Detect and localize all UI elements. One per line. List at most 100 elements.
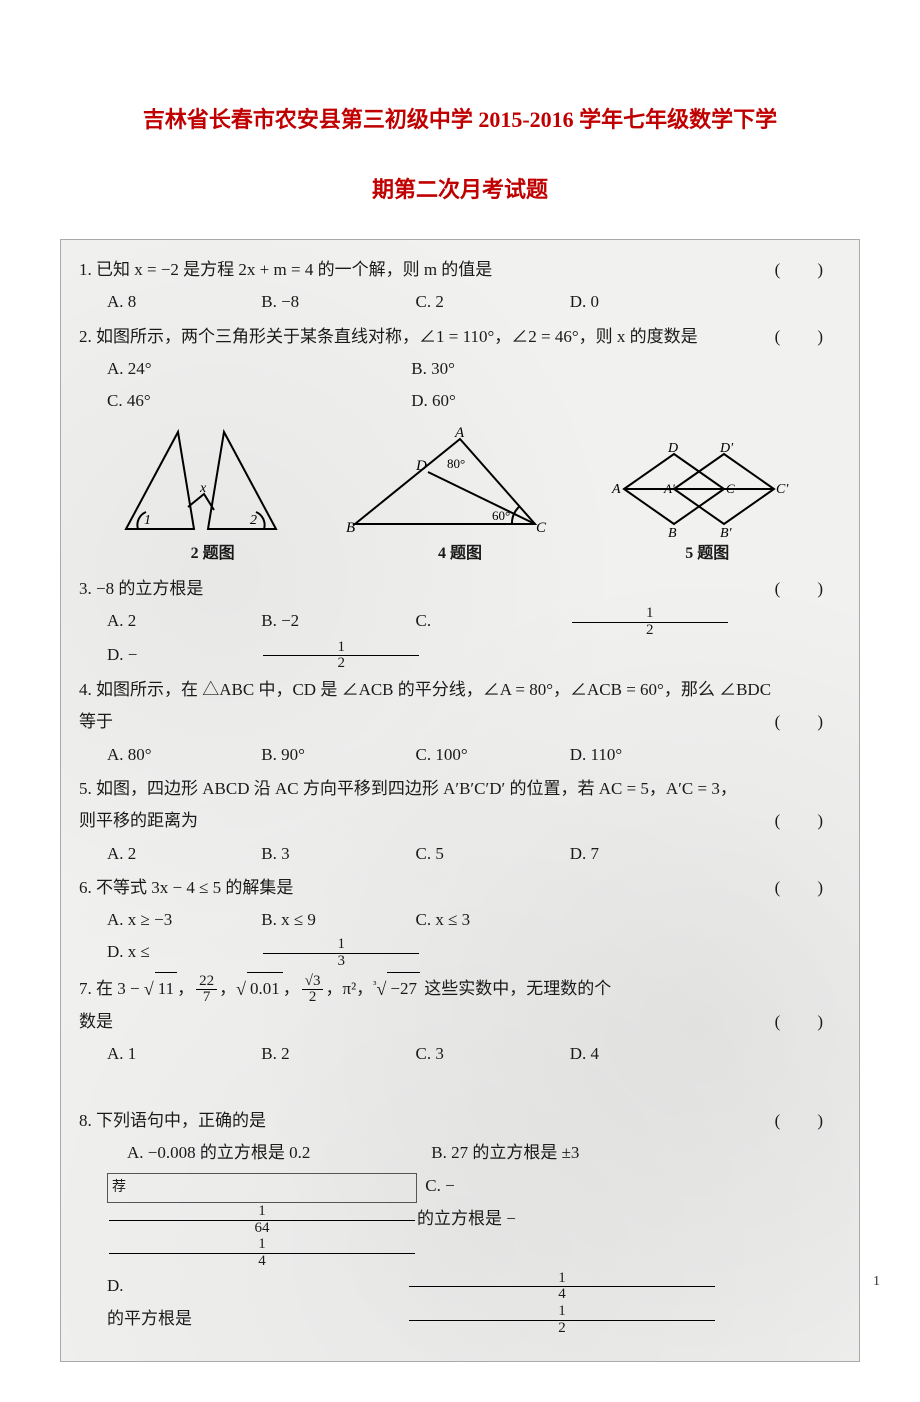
q8-opt-b: B. 27 的立方根是 ±3 bbox=[431, 1137, 731, 1169]
q7-opt-a: A. 1 bbox=[107, 1038, 257, 1070]
q8-d-pre: D. bbox=[107, 1270, 407, 1302]
q6-opt-a: A. x ≥ −3 bbox=[107, 904, 257, 936]
q2-opt-b: B. 30° bbox=[411, 353, 711, 385]
page: 吉林省长春市农安县第三初级中学 2015-2016 学年七年级数学下学 期第二次… bbox=[0, 0, 920, 1402]
svg-text:B: B bbox=[668, 526, 677, 539]
q7-rad27: −27 bbox=[387, 972, 420, 1005]
doc-title-1: 吉林省长春市农安县第三初级中学 2015-2016 学年七年级数学下学 bbox=[60, 100, 860, 140]
figure-q5: A A′ B B′ C C′ D D′ bbox=[604, 439, 804, 539]
q3-c-num: 1 bbox=[572, 606, 728, 623]
q2-opt-d: D. 60° bbox=[411, 385, 711, 417]
q7-post: 这些实数中，无理数的个 bbox=[420, 979, 611, 998]
q5-opt-d: D. 7 bbox=[570, 838, 720, 870]
q3-paren: ( ) bbox=[775, 573, 833, 605]
q3-opt-c: C. 12 bbox=[416, 605, 730, 638]
question-1: 1. 已知 x = −2 是方程 2x + m = 4 的一个解，则 m 的值是… bbox=[79, 254, 841, 319]
q1-opt-b: B. −8 bbox=[261, 286, 411, 318]
q5-stem: 5. 如图，四边形 ABCD 沿 AC 方向平移到四边形 A′B′C′D′ 的位… bbox=[79, 779, 737, 798]
question-4: 4. 如图所示，在 △ABC 中，CD 是 ∠ACB 的平分线，∠A = 80°… bbox=[79, 674, 841, 771]
q8-c-mid: 的立方根是 − bbox=[417, 1203, 717, 1235]
svg-text:x: x bbox=[199, 481, 207, 496]
q8-c-box: 荐 bbox=[107, 1173, 417, 1204]
q6-d-den: 3 bbox=[263, 954, 419, 970]
q7-c4: ，π²， bbox=[325, 979, 373, 998]
q2-opt-c: C. 46° bbox=[107, 385, 407, 417]
q7-opt-b: B. 2 bbox=[261, 1038, 411, 1070]
svg-text:B′: B′ bbox=[720, 526, 733, 539]
q1-stem: 1. 已知 x = −2 是方程 2x + m = 4 的一个解，则 m 的值是 bbox=[79, 260, 492, 279]
q7-c1: ， bbox=[177, 979, 194, 998]
fig5-label: 5 题图 bbox=[627, 539, 787, 569]
q8-d-mid: 的平方根是 bbox=[107, 1303, 407, 1335]
svg-text:D: D bbox=[667, 441, 678, 456]
doc-title-2: 期第二次月考试题 bbox=[60, 170, 860, 210]
svg-text:C: C bbox=[536, 520, 547, 536]
q8-opt-d: D. 14 的平方根是 12 bbox=[107, 1270, 841, 1337]
q4-paren: ( ) bbox=[775, 706, 833, 738]
q3-c-den: 2 bbox=[572, 623, 728, 639]
q2-paren: ( ) bbox=[775, 321, 833, 353]
q6-opt-c: C. x ≤ 3 bbox=[416, 904, 566, 936]
fig4-label: 4 题图 bbox=[380, 539, 540, 569]
q3-d-pre: D. − bbox=[107, 639, 257, 671]
q8-d1d: 4 bbox=[409, 1287, 715, 1303]
q8-c2d: 4 bbox=[109, 1254, 415, 1270]
q5-opt-c: C. 5 bbox=[416, 838, 566, 870]
svg-text:B: B bbox=[346, 520, 355, 536]
q8-d1n: 1 bbox=[409, 1271, 715, 1288]
q7-opt-c: C. 3 bbox=[416, 1038, 566, 1070]
q7-rad11: 11 bbox=[155, 972, 177, 1005]
page-number: 1 bbox=[873, 1274, 880, 1290]
q4-stem: 4. 如图所示，在 △ABC 中，CD 是 ∠ACB 的平分线，∠A = 80°… bbox=[79, 680, 771, 699]
q7-c2: ， bbox=[219, 979, 236, 998]
q7-rad001: 0.01 bbox=[247, 972, 283, 1005]
figure-labels: 2 题图 4 题图 5 题图 bbox=[79, 539, 841, 573]
q8-c1d: 64 bbox=[109, 1221, 415, 1237]
figures-row: 1 2 x A B C D 80° 60° bbox=[79, 420, 841, 539]
svg-text:60°: 60° bbox=[492, 508, 510, 523]
q1-opt-d: D. 0 bbox=[570, 286, 720, 318]
q8-opt-c: 荐 C. −164 的立方根是 −14 bbox=[107, 1170, 841, 1270]
q8-c1n: 1 bbox=[109, 1204, 415, 1221]
q3-opt-d: D. − 12 bbox=[107, 639, 421, 672]
q5-opt-a: A. 2 bbox=[107, 838, 257, 870]
q3-c-pre: C. bbox=[416, 605, 566, 637]
svg-text:D: D bbox=[415, 458, 427, 474]
q7-stem2: 数是 bbox=[79, 1012, 113, 1031]
q2-opt-a: A. 24° bbox=[107, 353, 407, 385]
figure-q2: 1 2 x bbox=[116, 424, 286, 539]
scanned-exam: 1. 已知 x = −2 是方程 2x + m = 4 的一个解，则 m 的值是… bbox=[60, 239, 860, 1361]
q8-opt-a: A. −0.008 的立方根是 0.2 bbox=[127, 1137, 427, 1169]
q6-opt-b: B. x ≤ 9 bbox=[261, 904, 411, 936]
q4-opt-c: C. 100° bbox=[416, 739, 566, 771]
q7-f1d: 7 bbox=[196, 990, 217, 1006]
q4-opt-b: B. 90° bbox=[261, 739, 411, 771]
q6-opt-d: D. x ≤ 13 bbox=[107, 936, 421, 969]
q4-opt-a: A. 80° bbox=[107, 739, 257, 771]
question-5: 5. 如图，四边形 ABCD 沿 AC 方向平移到四边形 A′B′C′D′ 的位… bbox=[79, 773, 841, 870]
q8-stem: 8. 下列语句中，正确的是 bbox=[79, 1111, 266, 1130]
question-2: 2. 如图所示，两个三角形关于某条直线对称，∠1 = 110°，∠2 = 46°… bbox=[79, 321, 841, 418]
q8-c2n: 1 bbox=[109, 1237, 415, 1254]
q7-f2d: 2 bbox=[302, 990, 324, 1006]
q8-d2d: 2 bbox=[409, 1321, 715, 1337]
svg-text:C: C bbox=[726, 481, 735, 496]
svg-text:A: A bbox=[454, 425, 465, 441]
question-6: 6. 不等式 3x − 4 ≤ 5 的解集是 ( ) A. x ≥ −3 B. … bbox=[79, 872, 841, 970]
q8-d2n: 1 bbox=[409, 1304, 715, 1321]
q1-opt-c: C. 2 bbox=[416, 286, 566, 318]
q4-stem2: 等于 bbox=[79, 712, 113, 731]
q7-paren: ( ) bbox=[775, 1006, 833, 1038]
q5-stem2: 则平移的距离为 bbox=[79, 811, 198, 830]
q3-num: 3. bbox=[79, 579, 92, 598]
q7-pre: 7. 在 3 − bbox=[79, 979, 144, 998]
svg-text:C′: C′ bbox=[776, 482, 789, 497]
q3-stem: −8 的立方根是 bbox=[96, 579, 203, 598]
q7-opt-d: D. 4 bbox=[570, 1038, 720, 1070]
q2-stem: 2. 如图所示，两个三角形关于某条直线对称，∠1 = 110°，∠2 = 46°… bbox=[79, 327, 698, 346]
q1-paren: ( ) bbox=[775, 254, 833, 286]
q8-c-pre: C. − bbox=[425, 1170, 725, 1202]
q4-opt-d: D. 110° bbox=[570, 739, 720, 771]
q7-f1n: 22 bbox=[196, 974, 217, 991]
fig2-label: 2 题图 bbox=[133, 539, 293, 569]
